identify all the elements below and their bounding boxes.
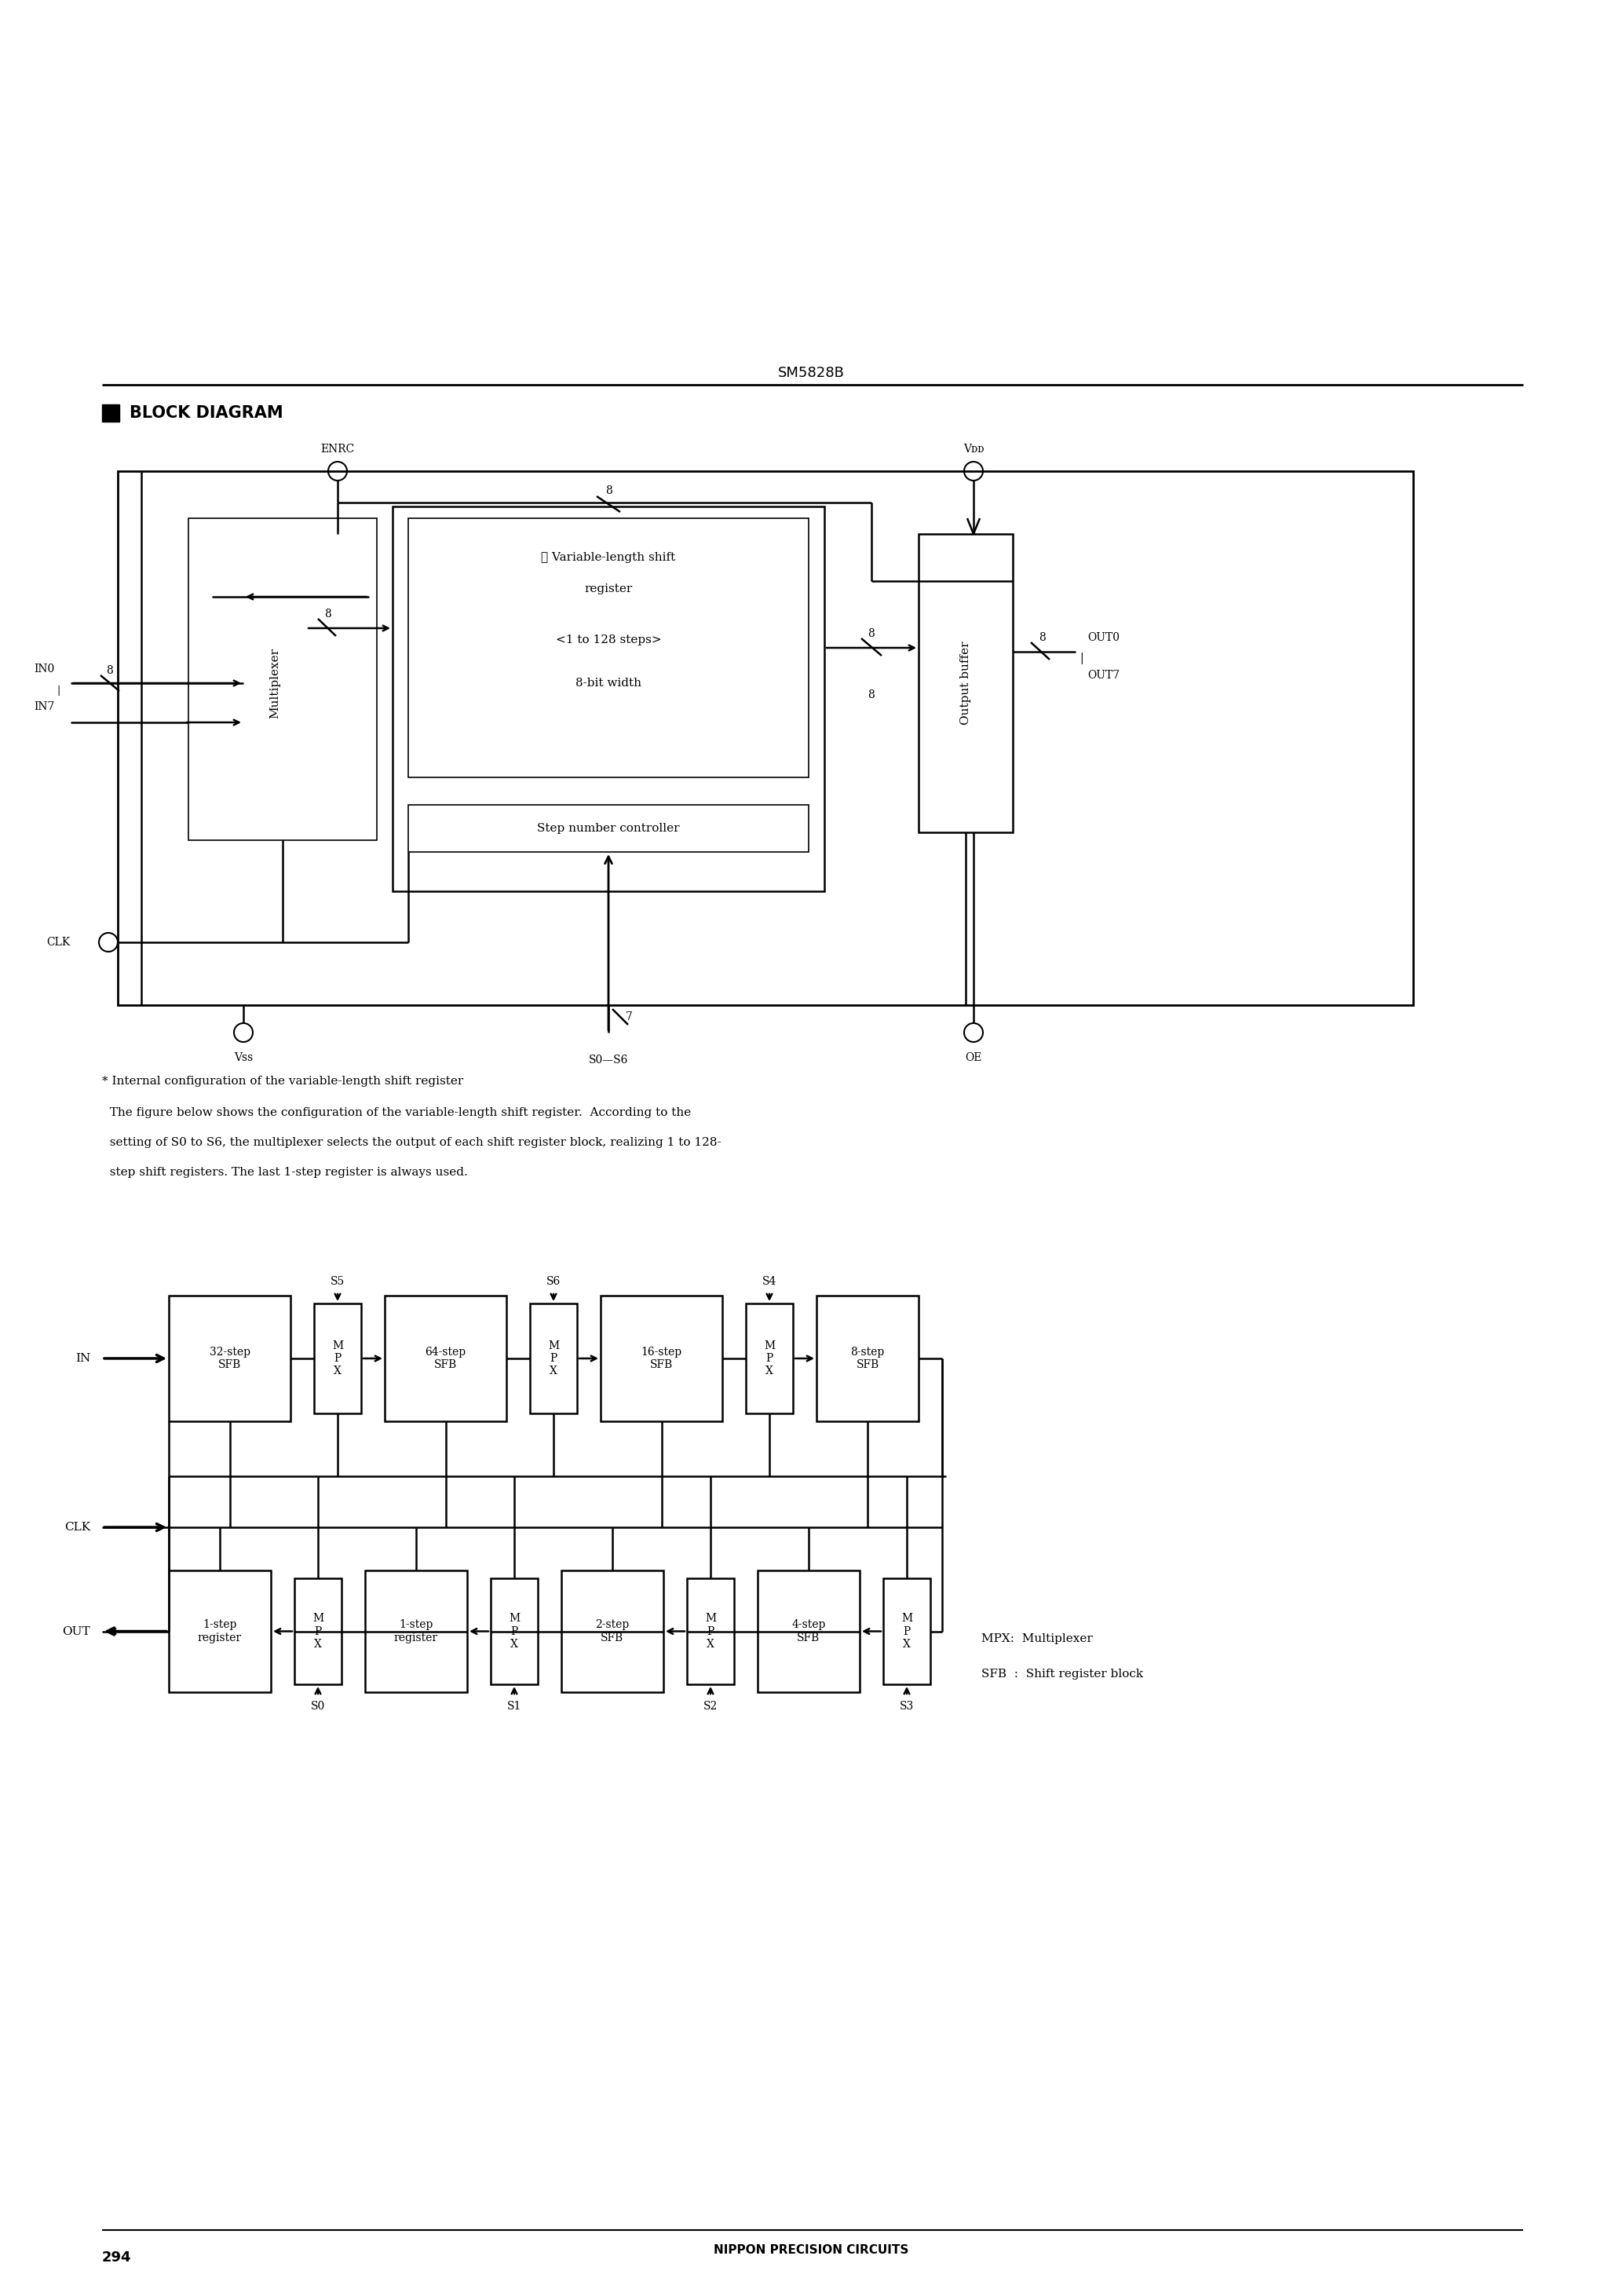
Text: |: | [57, 687, 60, 696]
Text: CLK: CLK [65, 1522, 91, 1534]
Text: 2-step
SFB: 2-step SFB [595, 1619, 629, 1644]
Text: 8-step
SFB: 8-step SFB [850, 1345, 884, 1371]
Text: 1-step
register: 1-step register [394, 1619, 438, 1644]
Text: M
P
X: M P X [764, 1341, 775, 1378]
Text: SM5828B: SM5828B [777, 365, 845, 381]
Text: S5: S5 [331, 1277, 345, 1288]
Text: S6: S6 [547, 1277, 561, 1288]
Text: ENRC: ENRC [321, 443, 355, 455]
Text: 16-step
SFB: 16-step SFB [641, 1345, 681, 1371]
Text: Vᴅᴅ: Vᴅᴅ [963, 443, 985, 455]
Text: Step number controller: Step number controller [537, 822, 680, 833]
Text: setting of S0 to S6, the multiplexer selects the output of each shift register b: setting of S0 to S6, the multiplexer sel… [102, 1137, 722, 1148]
Text: 32-step
SFB: 32-step SFB [209, 1345, 250, 1371]
Text: OUT0: OUT0 [1087, 631, 1119, 643]
Text: 64-step
SFB: 64-step SFB [425, 1345, 466, 1371]
Text: S0—S6: S0—S6 [589, 1054, 628, 1065]
Bar [315, 1304, 362, 1414]
Text: SFB  :  Shift register block: SFB : Shift register block [981, 1669, 1144, 1681]
Text: BLOCK DIAGRAM: BLOCK DIAGRAM [130, 404, 284, 420]
Text: |: | [1080, 652, 1083, 664]
Bar [530, 1304, 577, 1414]
Bar [918, 535, 1012, 833]
Text: 8-bit width: 8-bit width [576, 677, 641, 689]
Bar [295, 1577, 342, 1685]
Text: step shift registers. The last 1-step register is always used.: step shift registers. The last 1-step re… [102, 1166, 467, 1178]
Text: IN7: IN7 [34, 700, 55, 712]
Text: M
P
X: M P X [548, 1341, 560, 1378]
Bar [688, 1577, 735, 1685]
Text: S1: S1 [508, 1701, 521, 1713]
Bar [746, 1304, 793, 1414]
Text: MPX:  Multiplexer: MPX: Multiplexer [981, 1632, 1093, 1644]
Text: S4: S4 [762, 1277, 777, 1288]
Bar [600, 1295, 722, 1421]
Bar [384, 1295, 506, 1421]
Text: M
P
X: M P X [706, 1614, 715, 1649]
Text: IN: IN [75, 1352, 91, 1364]
Text: M
P
X: M P X [902, 1614, 912, 1649]
Bar [118, 471, 1413, 1006]
Bar [409, 519, 809, 778]
Text: The figure below shows the configuration of the variable-length shift register. : The figure below shows the configuration… [102, 1107, 691, 1118]
Text: M
P
X: M P X [313, 1614, 323, 1649]
Text: OUT: OUT [62, 1626, 91, 1637]
Text: S0: S0 [311, 1701, 324, 1713]
Text: OUT7: OUT7 [1087, 670, 1119, 682]
Text: 8: 8 [107, 666, 114, 675]
Text: 294: 294 [102, 2250, 131, 2264]
Bar [561, 1570, 663, 1692]
Text: OE: OE [965, 1052, 981, 1063]
Bar [393, 507, 824, 891]
Text: 8: 8 [868, 689, 874, 700]
Text: IN0: IN0 [34, 664, 55, 675]
Text: Output buffer: Output buffer [960, 641, 972, 726]
Text: register: register [584, 583, 633, 595]
Text: 8: 8 [1040, 631, 1046, 643]
Text: Vss: Vss [234, 1052, 253, 1063]
Text: CLK: CLK [47, 937, 71, 948]
Text: 8: 8 [868, 629, 874, 638]
Bar [491, 1577, 539, 1685]
Bar [884, 1577, 931, 1685]
Text: Multiplexer: Multiplexer [269, 647, 281, 719]
Text: M
P
X: M P X [333, 1341, 344, 1378]
Bar [169, 1570, 271, 1692]
Text: * Internal configuration of the variable-length shift register: * Internal configuration of the variable… [102, 1077, 464, 1086]
Bar [188, 519, 376, 840]
Text: <1 to 128 steps>: <1 to 128 steps> [556, 634, 662, 645]
Bar [169, 1295, 290, 1421]
Text: 1-step
register: 1-step register [198, 1619, 242, 1644]
Text: M
P
X: M P X [509, 1614, 519, 1649]
Text: ※ Variable-length shift: ※ Variable-length shift [542, 551, 676, 563]
Bar [409, 806, 809, 852]
Text: 4-step
SFB: 4-step SFB [792, 1619, 826, 1644]
Text: 7: 7 [626, 1010, 633, 1022]
Text: S3: S3 [900, 1701, 913, 1713]
Text: 8: 8 [605, 484, 611, 496]
Text: S2: S2 [704, 1701, 717, 1713]
Text: 8: 8 [324, 608, 331, 620]
Text: NIPPON PRECISION CIRCUITS: NIPPON PRECISION CIRCUITS [714, 2243, 908, 2255]
Bar [102, 404, 120, 422]
Bar [757, 1570, 860, 1692]
Bar [816, 1295, 918, 1421]
Bar [365, 1570, 467, 1692]
Bar [243, 535, 307, 833]
